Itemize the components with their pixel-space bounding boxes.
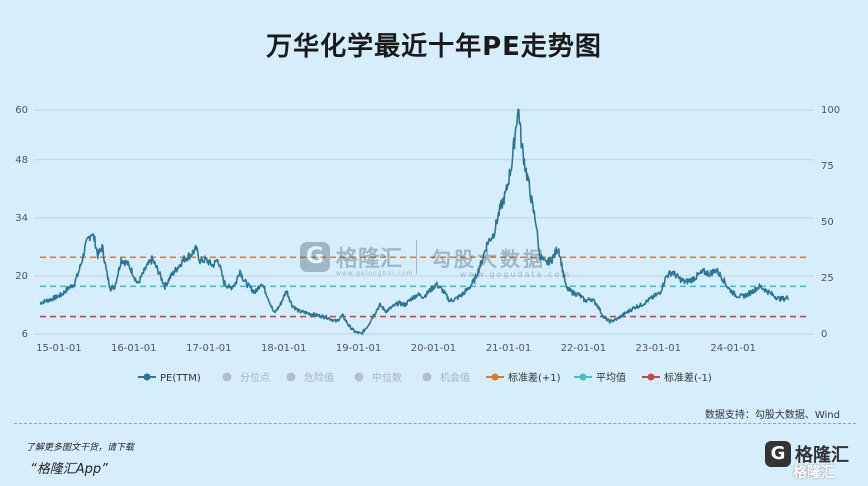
legend-label: 标准差(-1): [664, 371, 712, 384]
legend-item: 分位点: [222, 371, 270, 384]
corner-watermark: 格隆汇: [793, 465, 835, 481]
legend-item: 标准差(-1): [642, 371, 712, 384]
x-tick-label: 18-01-01: [261, 343, 306, 354]
legend-label: 平均值: [596, 371, 626, 384]
x-tick-label: 22-01-01: [561, 343, 606, 354]
legend-label: 机会值: [440, 371, 470, 384]
left-tick-label: 6: [22, 329, 28, 340]
x-tick-label: 16-01-01: [111, 343, 156, 354]
legend-label: PE(TTM): [160, 373, 201, 384]
legend-label: 分位点: [240, 371, 270, 384]
left-tick-label: 20: [15, 271, 28, 282]
legend-label: 危险值: [304, 371, 334, 384]
right-tick-label: 0: [821, 329, 827, 340]
right-tick-label: 25: [821, 273, 834, 284]
pe-line-chart: 6 20 34 48 60 0 25 50 75 100 15-01-01 16-01-01 17-…: [15, 105, 840, 384]
right-tick-label: 75: [821, 161, 834, 172]
x-tick-label: 15-01-01: [36, 343, 81, 354]
watermark-logo-icon: G: [300, 242, 330, 272]
left-tick-label: 34: [15, 213, 28, 224]
legend-item: PE(TTM): [138, 373, 201, 384]
pe-ttm-line: [39, 108, 790, 335]
series-layer: [39, 108, 790, 335]
footer-brand: G 格隆汇: [765, 441, 849, 467]
watermark-partner-url: www.gogudata.com: [460, 270, 572, 279]
x-tick-label: 21-01-01: [486, 343, 531, 354]
x-tick-label: 17-01-01: [186, 343, 231, 354]
legend-swatch-dot: [222, 372, 232, 382]
right-tick-label: 50: [821, 217, 834, 228]
promo-app-name: “格隆汇App”: [30, 462, 108, 477]
legend-swatch-dot: [491, 373, 499, 381]
right-tick-label: 100: [821, 105, 840, 116]
grid-lines: [34, 109, 814, 335]
x-axis: 15-01-01 16-01-01 17-01-01 18-01-01 19-01-01…: [36, 343, 756, 354]
legend-item: 标准差(+1): [486, 371, 561, 384]
data-source: 数据支持：勾股大数据、Wind: [704, 410, 840, 421]
x-tick-label: 23-01-01: [636, 343, 681, 354]
reference-lines: [40, 256, 808, 318]
x-tick-label: 20-01-01: [411, 343, 456, 354]
brand-logo-icon: G: [765, 441, 791, 467]
legend-item: 平均值: [574, 371, 626, 384]
legend-label: 标准差(+1): [508, 371, 561, 384]
brand-name: 格隆汇: [795, 445, 849, 466]
footer-divider: [14, 423, 856, 424]
watermark-brand: 格隆汇: [336, 247, 403, 272]
left-tick-label: 48: [15, 155, 28, 166]
legend-item: 中位数: [354, 371, 402, 384]
legend-swatch-dot: [286, 372, 296, 382]
legend-swatch-dot: [647, 373, 655, 381]
watermark-brand-url: www.gelonghui.com: [336, 270, 414, 277]
left-tick-label: 60: [15, 105, 28, 116]
watermark-separator: [416, 240, 418, 274]
watermark-partner: 勾股大数据: [431, 246, 547, 271]
legend-label: 中位数: [372, 371, 402, 384]
watermark: G 格隆汇 www.gelonghui.com 勾股大数据 www.goguda…: [300, 240, 569, 279]
chart-title: 万华化学最近十年PE走势图: [266, 32, 602, 62]
x-tick-label: 19-01-01: [336, 343, 381, 354]
legend-swatch-dot: [422, 372, 432, 382]
legend: PE(TTM) 分位点 危险值 中位数 机会值 标准差(+1) 平均值 标准差(-1): [138, 371, 712, 384]
left-y-axis: 6 20 34 48 60: [15, 105, 28, 340]
legend-item: 危险值: [286, 371, 334, 384]
promo-text: 了解更多图文干货，请下载: [26, 443, 135, 453]
legend-swatch-dot: [354, 372, 364, 382]
x-tick-label: 24-01-01: [710, 343, 755, 354]
legend-item: 机会值: [422, 371, 470, 384]
right-y-axis: 0 25 50 75 100: [821, 105, 840, 340]
legend-swatch-dot: [143, 373, 151, 381]
legend-swatch-dot: [579, 373, 587, 381]
